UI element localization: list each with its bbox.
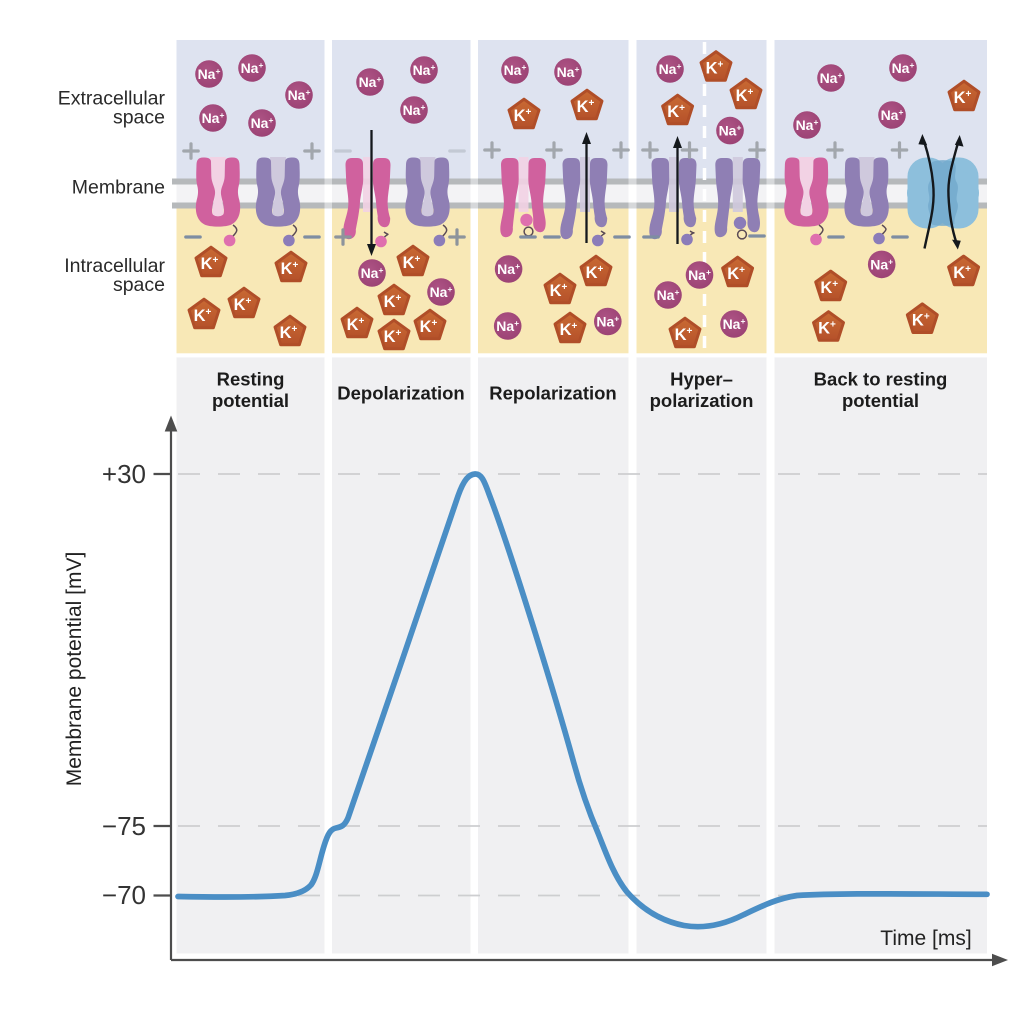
svg-text:potential: potential	[842, 390, 919, 411]
svg-text:Hyper–: Hyper–	[670, 369, 733, 390]
svg-text:space: space	[113, 107, 165, 129]
svg-text:potential: potential	[212, 390, 289, 411]
svg-text:Membrane potential [mV]: Membrane potential [mV]	[63, 552, 86, 787]
svg-text:Resting: Resting	[217, 369, 285, 390]
svg-text:−70: −70	[102, 880, 146, 910]
svg-text:+30: +30	[102, 459, 146, 489]
svg-text:Repolarization: Repolarization	[489, 383, 616, 404]
svg-text:Depolarization: Depolarization	[337, 383, 464, 404]
svg-text:polarization: polarization	[650, 390, 754, 411]
svg-text:Membrane: Membrane	[72, 177, 165, 199]
svg-text:Intracellular: Intracellular	[64, 255, 165, 277]
svg-text:Time [ms]: Time [ms]	[880, 927, 971, 950]
svg-text:Back to resting: Back to resting	[814, 369, 948, 390]
svg-text:Extracellular: Extracellular	[58, 88, 166, 110]
svg-text:space: space	[113, 274, 165, 296]
svg-text:−75: −75	[102, 811, 146, 841]
